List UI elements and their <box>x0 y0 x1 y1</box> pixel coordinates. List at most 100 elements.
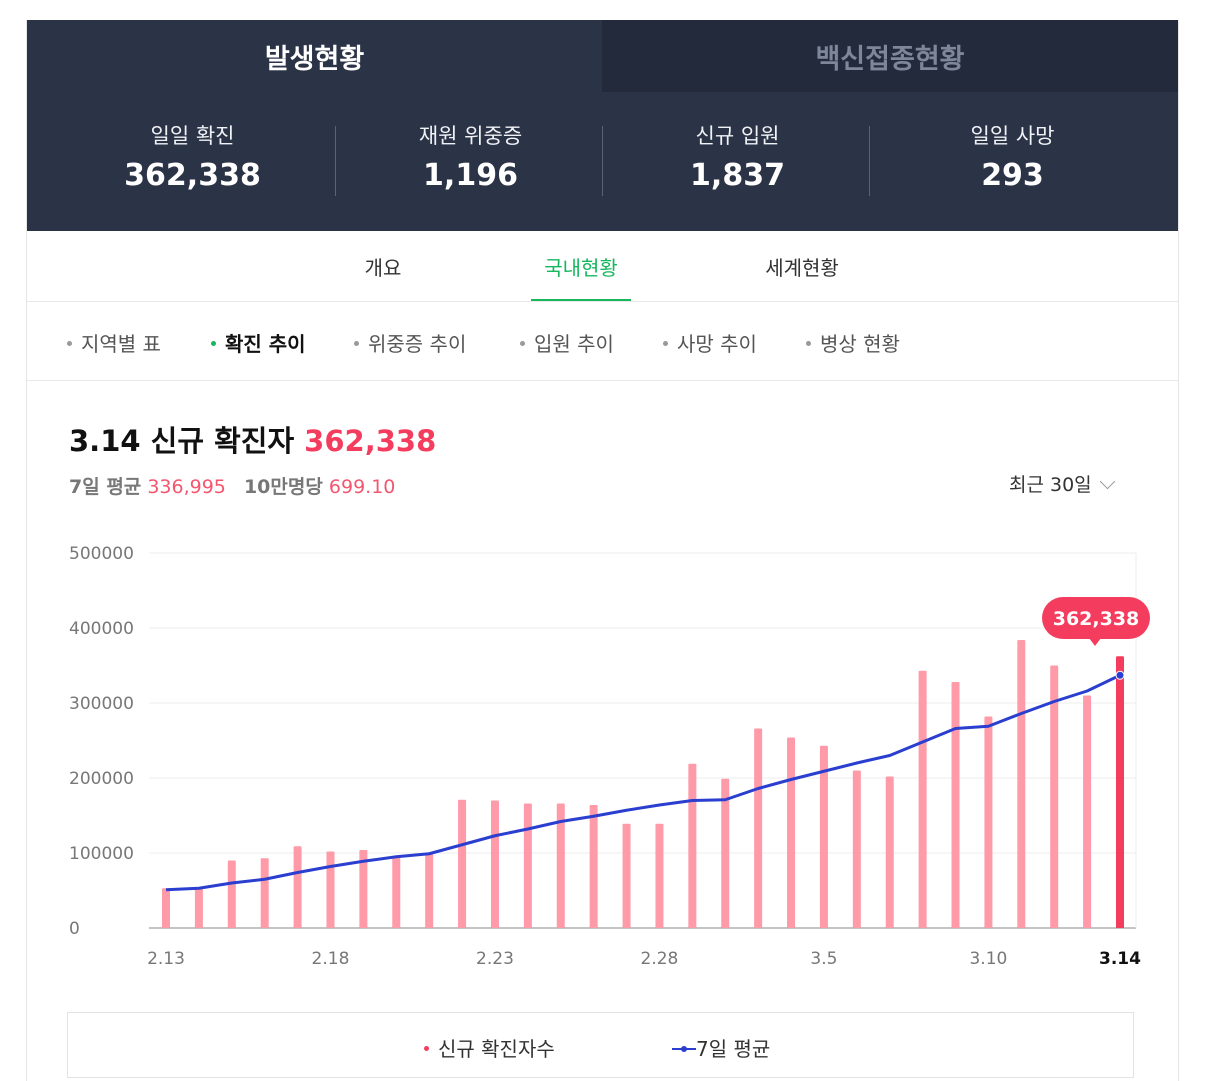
y-tick-label: 300000 <box>69 694 134 714</box>
bar-2.17 <box>293 846 302 928</box>
stat-divider <box>602 126 603 196</box>
bar-3.12 <box>1050 665 1059 928</box>
per100k-value: 699.10 <box>328 476 396 498</box>
bar-2.18 <box>326 851 335 928</box>
bar-2.15 <box>227 860 236 928</box>
subcat-region-table[interactable]: 지역별 표 <box>67 328 161 357</box>
legend-item-avg[interactable]: 7일 평균 <box>672 1033 770 1062</box>
bar-2.16 <box>260 858 269 928</box>
x-tick-label: 3.5 <box>810 949 837 969</box>
line-legend-icon <box>672 1045 696 1052</box>
x-tick-label: 3.14 <box>1099 949 1141 969</box>
bar-3.14 <box>1116 656 1124 928</box>
chart-legend: 신규 확진자수 7일 평균 <box>67 1012 1134 1078</box>
bullet-icon <box>354 341 359 346</box>
bar-3.9 <box>951 682 960 928</box>
x-tick-label: 2.18 <box>312 949 350 969</box>
y-tick-label: 400000 <box>69 619 134 639</box>
bar-2.14 <box>194 887 203 928</box>
stats-header: 발생현황 백신접종현황 일일 확진 362,338 재원 위중증 1,196 신… <box>27 20 1178 231</box>
chart-title: 3.14 신규 확진자 362,338 <box>69 418 436 460</box>
x-tick-label: 3.10 <box>969 949 1007 969</box>
callout-bubble <box>1042 597 1150 639</box>
legend-label: 7일 평균 <box>696 1037 771 1061</box>
callout-pointer <box>1089 638 1101 646</box>
period-label: 최근 30일 <box>1009 474 1092 496</box>
chart-title-text: 3.14 신규 확진자 <box>69 424 295 458</box>
bar-2.28 <box>655 823 664 928</box>
avg-label: 7일 평균 <box>69 476 142 498</box>
chart-title-value: 362,338 <box>304 424 437 458</box>
bar-2.22 <box>458 799 467 928</box>
bar-2.13 <box>162 888 170 928</box>
subcat-critical-trend[interactable]: 위중증 추이 <box>354 328 466 357</box>
stat-label: 재원 위중증 <box>418 124 523 148</box>
subcat-death-trend[interactable]: 사망 추이 <box>663 328 757 357</box>
bar-2.25 <box>556 803 565 928</box>
y-tick-label: 200000 <box>69 769 134 789</box>
tab-world[interactable]: 세계현황 <box>765 255 839 280</box>
x-tick-label: 2.13 <box>147 949 185 969</box>
bar-2.24 <box>523 803 532 928</box>
stat-value: 1,837 <box>690 158 785 193</box>
x-tick-label: 2.28 <box>641 949 679 969</box>
bar-2.19 <box>359 850 368 928</box>
active-tab-underline <box>531 299 631 301</box>
avg-line <box>165 673 1121 892</box>
y-tick-label: 100000 <box>69 844 134 864</box>
tab-overview[interactable]: 개요 <box>364 255 402 280</box>
bar-3.1 <box>688 763 697 928</box>
bar-3.2 <box>721 778 730 928</box>
avg-last-point <box>1115 670 1125 680</box>
bar-3.6 <box>852 770 861 928</box>
bar-3.3 <box>754 728 763 928</box>
per100k-label: 10만명당 <box>243 476 323 498</box>
stat-label: 일일 사망 <box>970 124 1055 148</box>
y-tick-label: 0 <box>69 919 80 939</box>
stat-value: 362,338 <box>124 158 261 193</box>
subcat-hospital-trend[interactable]: 입원 추이 <box>520 328 614 357</box>
stat-daily-confirmed: 일일 확진 362,338 <box>49 120 336 193</box>
confirmed-cases-chart: 0 100000 200000 300000 400000 500000 2.13 2.18 2… <box>69 544 1150 969</box>
stat-divider <box>335 126 336 196</box>
subtab-bar: 개요 국내현황 세계현황 <box>27 231 1178 302</box>
stat-label: 일일 확진 <box>150 124 235 148</box>
stat-critical: 재원 위중증 1,196 <box>327 120 614 193</box>
subcat-label: 위중증 추이 <box>368 332 467 356</box>
subcat-bed-status[interactable]: 병상 현황 <box>806 328 900 357</box>
stat-divider <box>869 126 870 196</box>
bullet-icon <box>806 341 811 346</box>
avg-value: 336,995 <box>147 476 226 498</box>
bar-3.10 <box>984 716 993 928</box>
bar-2.20 <box>392 856 401 928</box>
legend-label: 신규 확진자수 <box>438 1037 555 1061</box>
subcat-label: 확진 추이 <box>225 332 306 356</box>
bar-legend-icon <box>424 1046 429 1051</box>
subcat-label: 입원 추이 <box>534 332 614 356</box>
bar-3.7 <box>885 776 894 928</box>
stat-value: 1,196 <box>423 158 518 193</box>
period-selector[interactable]: 최근 30일 <box>1009 470 1115 497</box>
stat-value: 293 <box>981 158 1044 193</box>
bar-2.27 <box>622 823 631 928</box>
subcat-confirmed-trend[interactable]: 확진 추이 <box>211 328 306 357</box>
bar-3.13 <box>1083 695 1092 928</box>
tab-domestic[interactable]: 국내현황 <box>531 231 631 301</box>
tab-outbreak-status[interactable]: 발생현황 <box>264 43 365 75</box>
subcat-label: 병상 현황 <box>820 332 900 356</box>
bar-3.11 <box>1017 640 1026 928</box>
bar-2.26 <box>589 805 598 928</box>
bar-3.8 <box>918 670 927 928</box>
y-tick-label: 500000 <box>69 544 134 564</box>
covid-dashboard-card: 발생현황 백신접종현황 일일 확진 362,338 재원 위중증 1,196 신… <box>26 20 1179 1081</box>
bar-2.21 <box>425 853 434 928</box>
bar-3.4 <box>787 737 796 928</box>
bullet-icon <box>67 341 72 346</box>
chart-summary: 7일 평균 336,995 10만명당 699.10 <box>69 472 407 499</box>
stat-new-hospitalized: 신규 입원 1,837 <box>594 120 881 193</box>
legend-item-cases[interactable]: 신규 확진자수 <box>424 1033 555 1062</box>
stat-daily-deaths: 일일 사망 293 <box>869 120 1156 193</box>
callout-value: 362,338 <box>1053 608 1140 630</box>
tab-vaccination-status[interactable]: 백신접종현황 <box>602 20 1178 92</box>
bullet-icon <box>211 341 216 346</box>
